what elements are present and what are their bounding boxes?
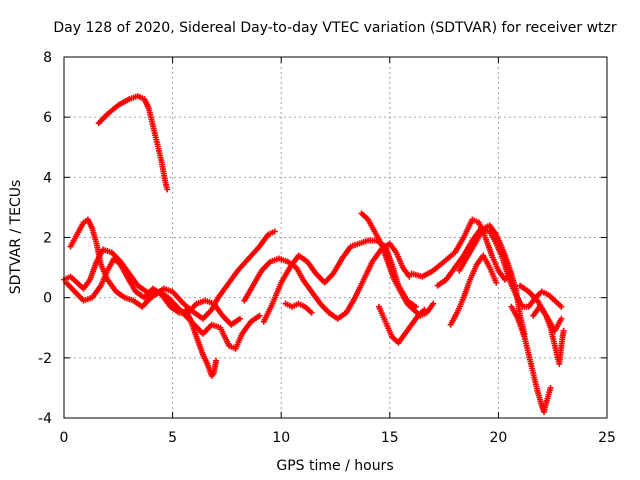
axis-ticks: 0 5 10 15 20 25 -4 -2 0 2 4 6 8 bbox=[38, 50, 616, 446]
x-tick-label: 25 bbox=[598, 430, 616, 446]
data-point bbox=[236, 315, 243, 322]
y-tick-label: 0 bbox=[43, 291, 52, 307]
y-tick-label: -4 bbox=[38, 411, 52, 427]
data-point bbox=[256, 312, 263, 319]
data-point bbox=[406, 273, 413, 280]
y-tick-label: 4 bbox=[43, 170, 52, 186]
x-tick-label: 20 bbox=[489, 430, 507, 446]
x-axis-label: GPS time / hours bbox=[276, 458, 393, 474]
data-marks bbox=[61, 93, 567, 415]
series-arc-i bbox=[408, 216, 515, 283]
data-point bbox=[558, 315, 565, 322]
series-arc-f bbox=[282, 300, 315, 316]
data-point bbox=[558, 303, 565, 310]
series-arc-e bbox=[260, 237, 419, 325]
x-tick-label: 5 bbox=[168, 430, 177, 446]
data-point bbox=[213, 357, 220, 364]
data-point bbox=[547, 384, 554, 391]
series-arc-c bbox=[63, 255, 243, 328]
y-tick-label: 6 bbox=[43, 110, 52, 126]
series-arc-l bbox=[447, 252, 500, 328]
grid-layer bbox=[64, 57, 607, 418]
series-arc-deep-22h bbox=[508, 303, 554, 415]
x-tick-label: 15 bbox=[381, 430, 399, 446]
series-arc-deep-7h bbox=[182, 306, 220, 379]
x-tick-label: 0 bbox=[60, 430, 69, 446]
x-tick-label: 10 bbox=[272, 430, 290, 446]
series-arc-g bbox=[358, 210, 437, 319]
data-point bbox=[493, 279, 500, 286]
data-point bbox=[560, 327, 567, 334]
series-arc-k bbox=[456, 222, 528, 337]
series-arc-h bbox=[375, 303, 428, 346]
y-tick-label: 2 bbox=[43, 231, 52, 247]
y-tick-label: -2 bbox=[38, 351, 52, 367]
y-tick-label: 8 bbox=[43, 50, 52, 66]
series-arc-b bbox=[67, 216, 263, 352]
data-point bbox=[421, 306, 428, 313]
series-arc-high-early bbox=[95, 93, 171, 193]
series-arc-n bbox=[517, 282, 565, 334]
y-axis-label: SDTVAR / TECUs bbox=[8, 180, 24, 295]
data-point bbox=[308, 309, 315, 316]
chart-title: Day 128 of 2020, Sidereal Day-to-day VTE… bbox=[53, 20, 617, 36]
data-point bbox=[164, 186, 171, 193]
data-point bbox=[430, 300, 437, 307]
data-point bbox=[271, 228, 278, 235]
